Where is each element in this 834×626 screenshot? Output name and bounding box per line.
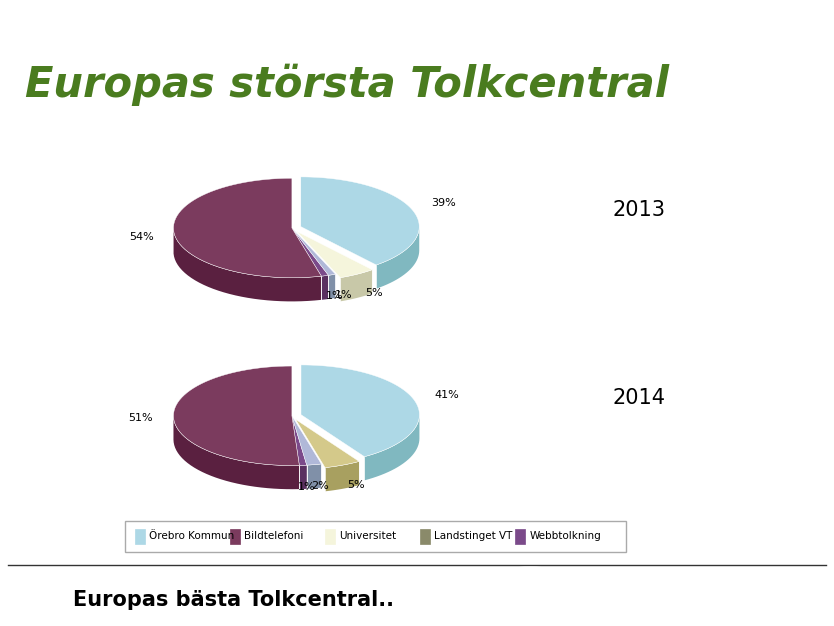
Polygon shape [296, 419, 359, 468]
Text: Landstinget VT: Landstinget VT [435, 531, 513, 541]
Polygon shape [173, 230, 321, 301]
Text: Europas största Tolkcentral: Europas största Tolkcentral [25, 63, 669, 106]
Polygon shape [173, 178, 321, 278]
Text: 54%: 54% [129, 232, 154, 242]
Text: ÖREBRO LÄNS LANDSTING: ÖREBRO LÄNS LANDSTING [557, 600, 630, 605]
Polygon shape [301, 177, 420, 265]
Polygon shape [292, 228, 335, 275]
Text: 5%: 5% [365, 287, 383, 297]
Text: Europas bästa Tolkcentral..: Europas bästa Tolkcentral.. [73, 590, 394, 610]
Text: Tolkcentralen: Tolkcentralen [559, 578, 628, 587]
Text: 5%: 5% [347, 480, 364, 490]
Text: Universitet: Universitet [339, 531, 396, 541]
Text: 1%: 1% [298, 481, 315, 491]
Text: 2%: 2% [311, 481, 329, 491]
Text: 2013: 2013 [613, 200, 666, 220]
Polygon shape [297, 232, 372, 278]
Bar [515, 529, 525, 545]
Bar [135, 529, 145, 545]
Text: Örebro Kommun: Örebro Kommun [149, 531, 234, 541]
Polygon shape [321, 275, 329, 300]
Polygon shape [299, 465, 307, 489]
Polygon shape [292, 416, 321, 465]
Polygon shape [292, 416, 307, 465]
Polygon shape [307, 464, 321, 489]
Text: ÖREBRO LÄNS LANDSTING: ÖREBRO LÄNS LANDSTING [8, 9, 193, 22]
Polygon shape [325, 461, 359, 491]
Text: Webbtolkning: Webbtolkning [530, 531, 601, 541]
Text: 41%: 41% [435, 390, 459, 400]
Polygon shape [364, 415, 420, 480]
Bar [325, 529, 335, 545]
Polygon shape [340, 270, 372, 301]
Text: 1%: 1% [325, 291, 343, 301]
Text: Bildtelefoni: Bildtelefoni [244, 531, 304, 541]
Bar [420, 529, 430, 545]
Polygon shape [329, 274, 335, 299]
Text: 51%: 51% [128, 413, 153, 423]
Text: ✦: ✦ [522, 580, 539, 599]
Polygon shape [301, 365, 420, 457]
Bar [230, 529, 240, 545]
Text: 2014: 2014 [613, 387, 666, 408]
Text: 39%: 39% [431, 198, 456, 208]
Polygon shape [376, 227, 420, 289]
Polygon shape [292, 228, 329, 276]
Text: 1%: 1% [334, 290, 352, 300]
Polygon shape [173, 366, 299, 466]
Polygon shape [173, 416, 299, 489]
